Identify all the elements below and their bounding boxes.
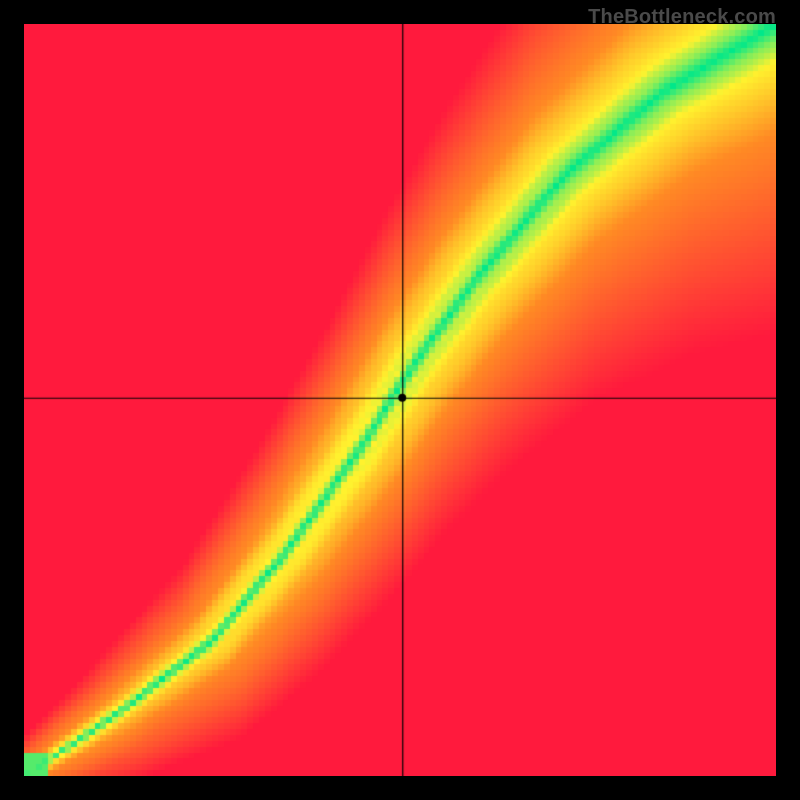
heatmap-canvas — [24, 24, 776, 776]
heatmap-plot — [24, 24, 776, 776]
watermark-text: TheBottleneck.com — [588, 6, 776, 29]
